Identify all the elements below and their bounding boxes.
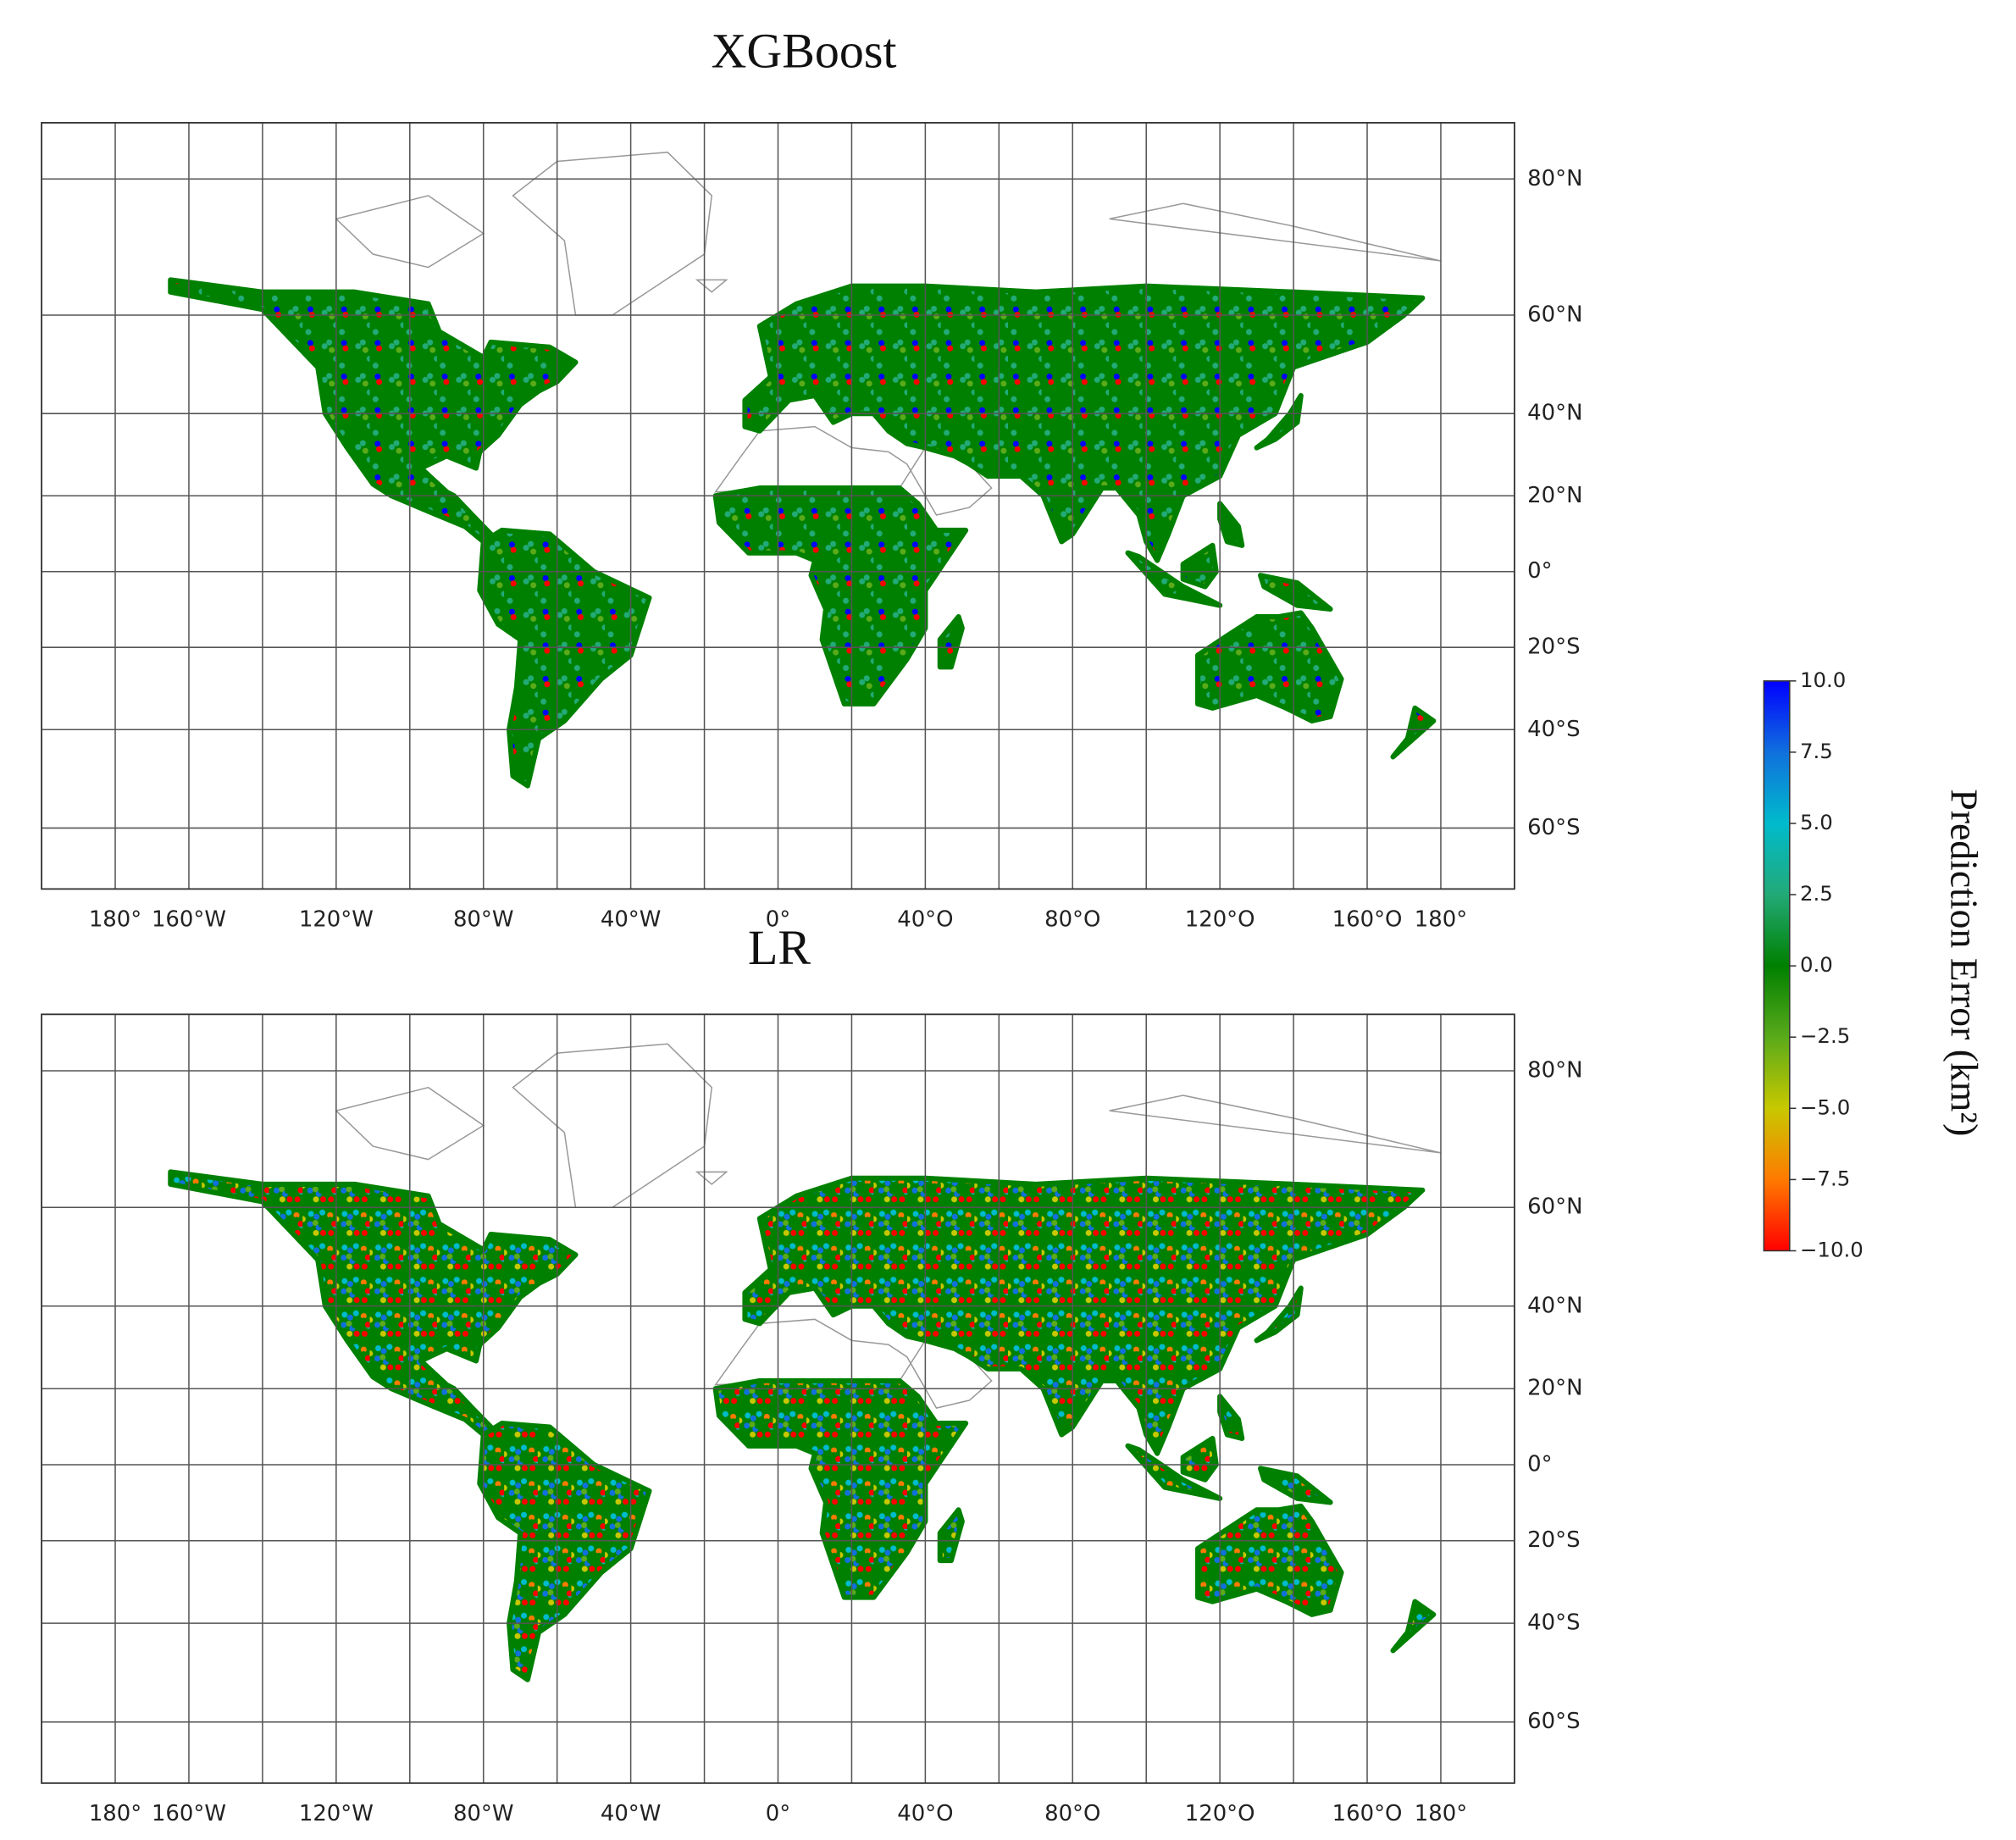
land-points [477,1421,652,1682]
x-tick-label: 80°O [1044,1801,1100,1826]
y-tick-label: 40°S [1527,717,1580,742]
coastline [1109,1095,1442,1154]
plot-frame [41,1013,1515,1784]
y-tick-label: 40°S [1527,1610,1580,1636]
x-tick-label: 180° [89,907,141,933]
x-tick-label: 120°W [299,907,374,933]
coastline [512,151,713,316]
land-points [168,277,579,545]
land-points [1257,573,1333,612]
land-points [937,613,965,670]
y-tick-label: 60°N [1527,1194,1582,1220]
x-tick-label: 80°W [453,1801,514,1826]
land-points [1217,501,1245,548]
map-panel [42,122,1515,890]
colorbar-tick-label: −5.0 [1800,1095,1850,1119]
y-tick-label: 0° [1527,1451,1552,1477]
x-tick-label: 40°O [897,907,953,933]
x-tick-label: 120°O [1185,1801,1255,1826]
coastline [1109,202,1442,262]
map-panel [42,1014,1515,1783]
x-tick-label: 160°O [1332,1801,1403,1826]
x-tick-label: 0° [766,907,790,933]
colorbar-tick-label: 10.0 [1800,668,1846,692]
land-points [1257,1466,1333,1505]
y-tick-label: 0° [1527,558,1552,584]
x-tick-label: 120°W [299,1801,374,1826]
y-tick-label: 20°N [1527,1376,1582,1401]
land-points [1125,1443,1223,1501]
x-tick-label: 160°W [152,1801,226,1826]
y-tick-label: 80°N [1527,166,1582,191]
colorbar-label: Prediction Error (km²) [1942,789,1986,1136]
map-title: XGBoost [712,23,897,78]
y-tick-label: 20°S [1527,1527,1580,1553]
y-tick-label: 40°N [1527,1293,1582,1318]
land-points [1180,542,1219,590]
x-tick-label: 120°O [1185,907,1255,933]
colorbar-tick-label: 0.0 [1800,952,1833,977]
colorbar-tick-label: −2.5 [1800,1023,1850,1048]
coastline [335,1086,485,1161]
land-points [168,1169,579,1438]
x-tick-label: 0° [766,1801,790,1826]
land-points [1390,1599,1437,1654]
land-points [712,1377,969,1600]
map-title: LR [748,920,811,975]
land-points [712,485,969,707]
y-tick-label: 60°S [1527,1709,1580,1734]
land-points [1254,1285,1304,1344]
plot-frame [41,121,1515,890]
colorbar-tick-label: −7.5 [1800,1166,1850,1190]
coastline [695,1171,728,1185]
land-points [937,1507,965,1564]
y-tick-label: 80°N [1527,1057,1582,1083]
y-tick-label: 20°N [1527,483,1582,508]
colorbar-tick-label: 7.5 [1800,739,1833,763]
x-tick-label: 180° [1415,1801,1467,1826]
land-points [1254,392,1304,451]
x-tick-label: 160°W [152,907,226,933]
y-tick-label: 60°S [1527,815,1580,840]
colorbar-tick-label: −10.0 [1800,1237,1864,1261]
coastline [512,1043,713,1208]
y-tick-label: 20°S [1527,635,1580,660]
x-tick-label: 180° [89,1801,141,1826]
x-tick-label: 40°W [601,907,662,933]
x-tick-label: 40°O [897,1801,953,1826]
x-tick-label: 40°W [601,1801,662,1826]
land-points [1217,1394,1245,1441]
colorbar [1763,680,1791,1252]
x-tick-label: 80°O [1044,907,1100,933]
colorbar-tick-label: 5.0 [1800,810,1833,834]
coastline [695,279,728,293]
colorbar-tick-label: 2.5 [1800,881,1833,906]
coastline [335,195,485,269]
land-points [1390,705,1437,760]
land-points [477,527,652,789]
land-points [1125,550,1223,608]
x-tick-label: 160°O [1332,907,1403,933]
x-tick-label: 80°W [453,907,514,933]
y-tick-label: 60°N [1527,302,1582,328]
x-tick-label: 180° [1415,907,1467,933]
land-points [1180,1435,1219,1483]
y-tick-label: 40°N [1527,401,1582,426]
